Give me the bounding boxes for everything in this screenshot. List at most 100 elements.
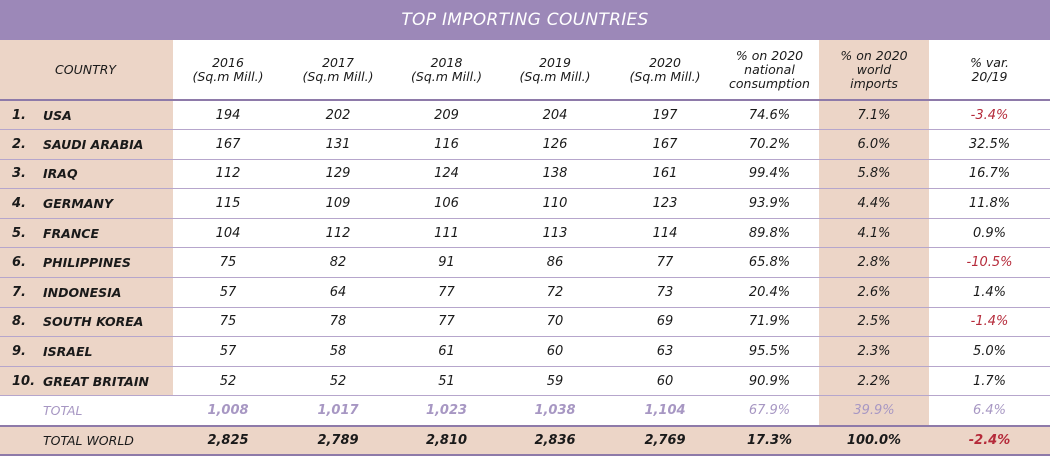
rank-cell: 7. <box>0 277 42 308</box>
header-text: (Sq.m Mill.) <box>192 68 264 84</box>
value-cell: 77 <box>610 247 720 278</box>
rank-cell: 2. <box>0 129 42 160</box>
value-cell: 59 <box>500 365 610 396</box>
header-row: COUNTRY 2016 (Sq.m Mill.) 2017 (Sq.m Mill.… <box>0 40 1050 100</box>
header-text: 2016 <box>212 54 244 70</box>
value-cell: 114 <box>610 217 720 248</box>
header-text: % on 2020 <box>840 47 908 63</box>
value-cell: 106 <box>393 188 500 219</box>
value-cell: 52 <box>283 365 393 396</box>
table-title: TOP IMPORTING COUNTRIES <box>0 0 1050 40</box>
value-cell: 124 <box>393 158 500 189</box>
total-cell: 39.9% <box>819 395 929 427</box>
total-cell: 67.9% <box>720 395 819 427</box>
value-cell: -10.5% <box>929 247 1050 278</box>
country-cell: IRAQ <box>42 158 173 189</box>
country-cell: SAUDI ARABIA <box>42 129 173 160</box>
rank-cell: 6. <box>0 247 42 278</box>
table-body: 1. USA 194 202 209 204 197 74.6% 7.1% -3.4% 2. SAUD… <box>0 99 1050 457</box>
header-text: 2018 <box>430 54 463 70</box>
value-cell: 20.4% <box>720 277 819 308</box>
rank-cell: 10. <box>0 365 42 396</box>
total-cell: 6.4% <box>929 395 1050 427</box>
column-header: % on 2020 national consumption <box>720 40 819 100</box>
header-text: % var. <box>970 54 1009 70</box>
value-cell: 111 <box>393 217 500 248</box>
value-cell: 91 <box>393 247 500 278</box>
value-cell: 70.2% <box>720 129 819 160</box>
header-text: (Sq.m Mill.) <box>411 68 482 84</box>
value-cell: 63 <box>610 336 720 367</box>
total-row: TOTAL 1,008 1,017 1,023 1,038 1,104 67.9% 39.9%… <box>0 395 1050 427</box>
header-text: COUNTRY <box>55 61 117 77</box>
header-text: imports <box>850 75 898 91</box>
value-cell: 129 <box>283 158 393 189</box>
value-cell: 32.5% <box>929 129 1050 160</box>
table-row: 6. PHILIPPINES 75 82 91 86 77 65.8% 2.8% -10.5% <box>0 247 1050 278</box>
column-header: % var. 20/19 <box>929 40 1050 100</box>
value-cell: 2.8% <box>819 247 929 278</box>
table-row: 1. USA 194 202 209 204 197 74.6% 7.1% -3.4% <box>0 99 1050 130</box>
value-cell: 93.9% <box>720 188 819 219</box>
value-cell: 131 <box>283 129 393 160</box>
value-cell: 78 <box>283 306 393 337</box>
value-cell: 4.1% <box>819 217 929 248</box>
value-cell: 115 <box>173 188 283 219</box>
value-cell: 64 <box>283 277 393 308</box>
total-world-cell: -2.4% <box>929 425 1050 457</box>
table-row: 7. INDONESIA 57 64 77 72 73 20.4% 2.6% 1.4% <box>0 277 1050 308</box>
value-cell: 113 <box>500 217 610 248</box>
rank-cell <box>0 425 42 457</box>
header-text: (Sq.m Mill.) <box>519 68 591 84</box>
value-cell: 109 <box>283 188 393 219</box>
total-world-cell: 100.0% <box>819 425 929 457</box>
country-cell: USA <box>42 99 173 130</box>
total-cell: 1,017 <box>283 395 393 427</box>
header-text: 20/19 <box>971 68 1008 84</box>
header-text: 2020 <box>649 54 681 70</box>
total-world-cell: 17.3% <box>720 425 819 457</box>
rank-cell: 8. <box>0 306 42 337</box>
total-label: TOTAL <box>42 395 173 427</box>
total-world-cell: 2,836 <box>500 425 610 457</box>
value-cell: 110 <box>500 188 610 219</box>
value-cell: 112 <box>283 217 393 248</box>
value-cell: 112 <box>173 158 283 189</box>
value-cell: 77 <box>393 277 500 308</box>
column-header: 2018 (Sq.m Mill.) <box>393 40 500 100</box>
column-header: 2019 (Sq.m Mill.) <box>500 40 610 100</box>
header-text: % on 2020 <box>735 47 804 63</box>
header-text: world <box>856 61 892 77</box>
value-cell: 194 <box>173 99 283 130</box>
value-cell: 69 <box>610 306 720 337</box>
table-row: 8. SOUTH KOREA 75 78 77 70 69 71.9% 2.5% -1.4% <box>0 306 1050 337</box>
value-cell: 5.0% <box>929 336 1050 367</box>
rank-header <box>0 40 42 100</box>
table-row: 2. SAUDI ARABIA 167 131 116 126 167 70.2% 6.0% 32… <box>0 129 1050 160</box>
value-cell: 116 <box>393 129 500 160</box>
value-cell: 167 <box>610 129 720 160</box>
value-cell: 74.6% <box>720 99 819 130</box>
data-table: COUNTRY 2016 (Sq.m Mill.) 2017 (Sq.m Mill.… <box>0 40 1050 457</box>
country-cell: INDONESIA <box>42 277 173 308</box>
value-cell: 60 <box>500 336 610 367</box>
value-cell: 209 <box>393 99 500 130</box>
value-cell: 58 <box>283 336 393 367</box>
header-text: 2019 <box>539 54 571 70</box>
value-cell: 70 <box>500 306 610 337</box>
value-cell: 51 <box>393 365 500 396</box>
total-world-row: TOTAL WORLD 2,825 2,789 2,810 2,836 2,769 17.3… <box>0 425 1050 457</box>
value-cell: 77 <box>393 306 500 337</box>
value-cell: 1.7% <box>929 365 1050 396</box>
rank-cell: 3. <box>0 158 42 189</box>
value-cell: 57 <box>173 277 283 308</box>
value-cell: 4.4% <box>819 188 929 219</box>
value-cell: 2.5% <box>819 306 929 337</box>
value-cell: 65.8% <box>720 247 819 278</box>
total-world-cell: 2,769 <box>610 425 720 457</box>
table-row: 5. FRANCE 104 112 111 113 114 89.8% 4.1% 0.9% <box>0 217 1050 248</box>
value-cell: 161 <box>610 158 720 189</box>
value-cell: 123 <box>610 188 720 219</box>
value-cell: 82 <box>283 247 393 278</box>
